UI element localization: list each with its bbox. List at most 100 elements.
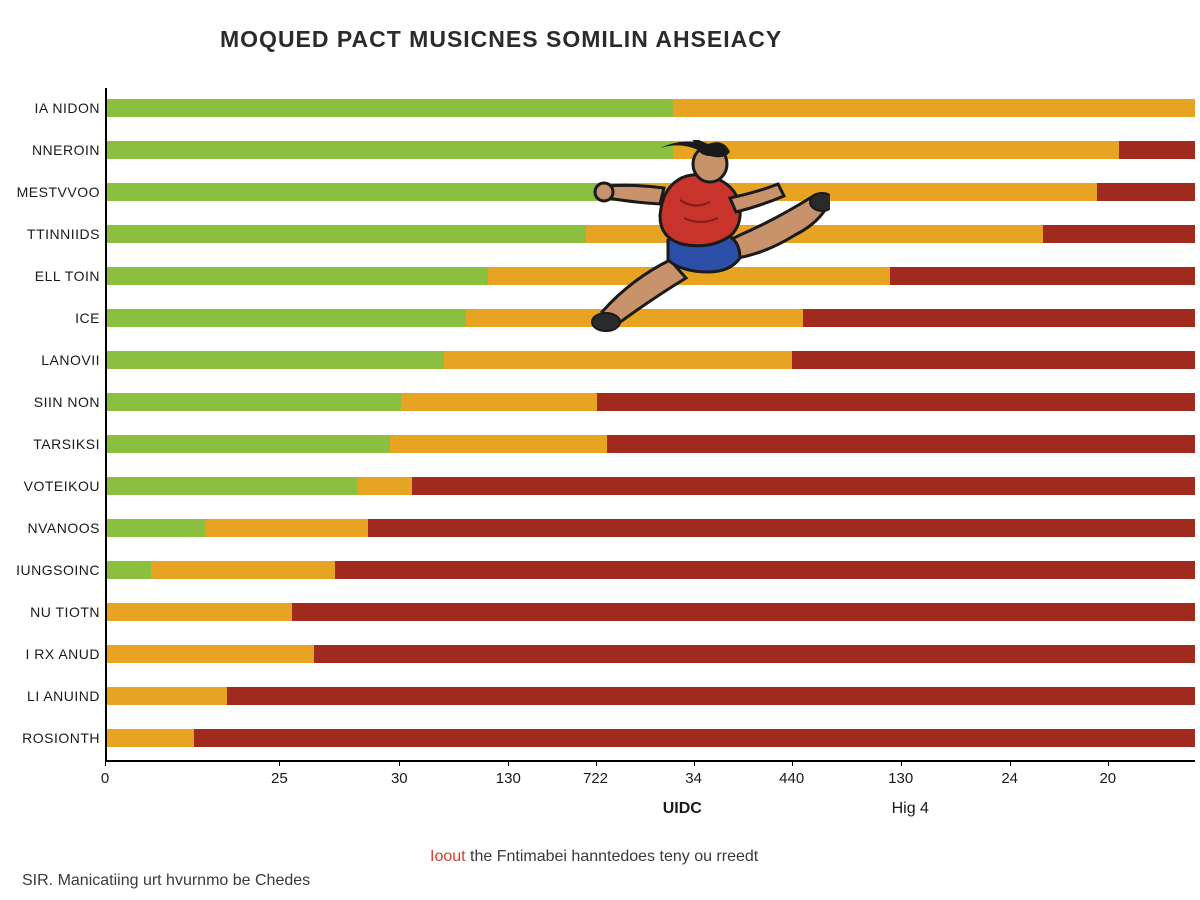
bar-row <box>107 183 1195 201</box>
y-axis-label: VOTEIKOU <box>24 478 100 494</box>
bar-segment-green <box>107 309 466 327</box>
y-axis-label: LANOVII <box>41 352 100 368</box>
bar-segment-orange <box>107 603 292 621</box>
y-axis-label: ELL TOIN <box>35 268 100 284</box>
x-tick-label: 25 <box>271 770 288 787</box>
y-axis-label: NU TIOTN <box>30 604 100 620</box>
bar-segment-red <box>890 267 1195 285</box>
y-axis-label: IA NIDON <box>35 100 100 116</box>
x-tick-label: 34 <box>685 770 702 787</box>
y-axis-label: MESTVVOO <box>17 184 100 200</box>
x-tick-mark <box>1010 760 1011 766</box>
x-tick-label: 440 <box>779 770 804 787</box>
x-axis-line <box>105 760 1195 762</box>
x-tick-mark <box>508 760 509 766</box>
bar-row <box>107 687 1195 705</box>
bar-row <box>107 729 1195 747</box>
bar-row <box>107 477 1195 495</box>
y-axis-label: SIIN NON <box>34 394 100 410</box>
bar-segment-orange <box>401 393 597 411</box>
bar-row <box>107 645 1195 663</box>
bar-segment-red <box>607 435 1195 453</box>
bar-segment-red <box>368 519 1195 537</box>
bar-segment-red <box>597 393 1195 411</box>
x-tick-label: 130 <box>496 770 521 787</box>
x-axis-right-label: Hig 4 <box>892 800 929 818</box>
x-tick-label: 722 <box>583 770 608 787</box>
bar-row <box>107 141 1195 159</box>
y-axis-label: LI ANUIND <box>27 688 100 704</box>
bar-segment-red <box>1119 141 1195 159</box>
bar-segment-red <box>803 309 1195 327</box>
x-tick-mark <box>694 760 695 766</box>
bar-row <box>107 393 1195 411</box>
x-tick-mark <box>792 760 793 766</box>
bar-segment-red <box>1097 183 1195 201</box>
bar-segment-green <box>107 225 586 243</box>
footnote-left: SIR. Manicatiing urt hvurnmo be Chedes <box>22 872 310 890</box>
bar-segment-green <box>107 99 673 117</box>
bar-row <box>107 99 1195 117</box>
bar-segment-green <box>107 561 151 579</box>
bar-row <box>107 561 1195 579</box>
y-axis-label: I RX ANUD <box>25 646 100 662</box>
bar-segment-orange <box>357 477 411 495</box>
bar-segment-green <box>107 435 390 453</box>
bar-segment-red <box>1043 225 1195 243</box>
x-tick-label: 0 <box>101 770 109 787</box>
bar-segment-orange <box>673 141 1119 159</box>
x-tick-mark <box>1108 760 1109 766</box>
x-axis-center-label: UIDC <box>663 800 702 818</box>
x-tick-label: 24 <box>1001 770 1018 787</box>
x-tick-mark <box>901 760 902 766</box>
bar-row <box>107 225 1195 243</box>
chart-title: MOQUED PACT MUSICNES SOMILIN AHSEIACY <box>220 26 782 53</box>
bar-row <box>107 519 1195 537</box>
bar-segment-orange <box>107 645 314 663</box>
bar-row <box>107 603 1195 621</box>
bar-segment-orange <box>629 183 1097 201</box>
bar-segment-orange <box>488 267 891 285</box>
x-tick-label: 30 <box>391 770 408 787</box>
bar-segment-orange <box>673 99 1195 117</box>
bar-segment-red <box>227 687 1195 705</box>
bar-segment-red <box>335 561 1195 579</box>
bar-segment-green <box>107 519 205 537</box>
y-axis-label: IUNGSOINC <box>16 562 100 578</box>
bar-segment-red <box>412 477 1195 495</box>
bar-segment-orange <box>586 225 1043 243</box>
bar-segment-red <box>194 729 1195 747</box>
x-tick-mark <box>596 760 597 766</box>
bar-row <box>107 267 1195 285</box>
footnote-center-rest: the Fntimabei hanntedoes teny ou rreedt <box>466 848 759 865</box>
footnote-center-highlight: Ioout <box>430 848 466 865</box>
bar-segment-orange <box>444 351 792 369</box>
bar-segment-green <box>107 141 673 159</box>
y-axis-label: NNEROIN <box>32 142 100 158</box>
y-axis-label: TARSIKSI <box>33 436 100 452</box>
x-tick-mark <box>279 760 280 766</box>
bar-segment-green <box>107 183 629 201</box>
x-tick-label: 130 <box>888 770 913 787</box>
bar-segment-orange <box>390 435 608 453</box>
x-tick-mark <box>105 760 106 766</box>
bar-segment-orange <box>205 519 368 537</box>
bar-segment-red <box>292 603 1195 621</box>
y-axis-label: TTINNIIDS <box>27 226 100 242</box>
bar-segment-green <box>107 351 444 369</box>
bar-segment-green <box>107 477 357 495</box>
y-axis-label: NVANOOS <box>28 520 100 536</box>
y-axis-label: ICE <box>75 310 100 326</box>
bar-segment-orange <box>107 687 227 705</box>
bar-row <box>107 351 1195 369</box>
y-axis-label: ROSIONTH <box>22 730 100 746</box>
bar-segment-red <box>314 645 1195 663</box>
bar-row <box>107 309 1195 327</box>
x-tick-label: 20 <box>1099 770 1116 787</box>
footnote-center: Ioout the Fntimabei hanntedoes teny ou r… <box>430 848 758 866</box>
bar-segment-red <box>792 351 1195 369</box>
bar-segment-orange <box>151 561 336 579</box>
bar-segment-green <box>107 393 401 411</box>
x-tick-mark <box>399 760 400 766</box>
bar-row <box>107 435 1195 453</box>
